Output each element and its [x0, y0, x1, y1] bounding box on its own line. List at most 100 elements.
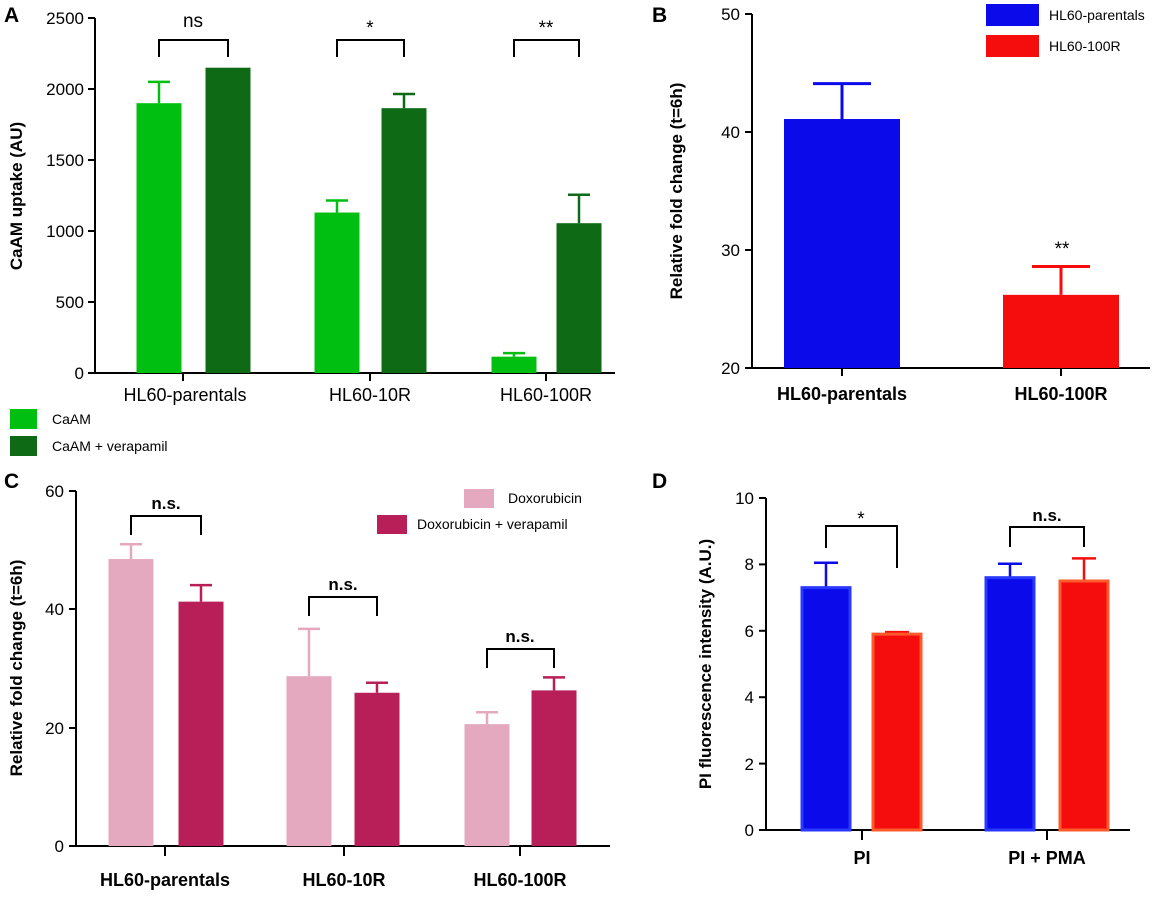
panel-b-label: B [652, 4, 667, 27]
panel-d-category-label: PI + PMA [1008, 848, 1086, 868]
panel-a-ylabel: CaAM uptake (AU) [7, 122, 26, 270]
panel-a-bar [556, 223, 602, 373]
panel-d-bar [800, 586, 852, 832]
panel-c-label: C [4, 470, 19, 493]
panel-c-bars [108, 543, 577, 846]
panel-c-yticks: 0 20 40 60 [45, 482, 76, 856]
panel-c-sig-bracket [308, 596, 378, 616]
panel-a-ytick-label: 500 [56, 293, 84, 312]
panel-a-bar [491, 356, 537, 373]
panel-b: B 20 30 40 50 Relative fold change (t=6h… [652, 4, 1150, 404]
panel-c-bar [178, 601, 224, 846]
panel-b-legend-label: HL60-parentals [1049, 7, 1145, 23]
panel-a-legend-label: CaAM + verapamil [52, 438, 168, 454]
panel-d-bar [871, 632, 923, 832]
panel-b-ytick-label: 50 [721, 5, 740, 24]
panel-d: D 0 2 4 6 8 10 PI fluorescence intensity… [652, 470, 1130, 868]
panel-d-yticks: 0 2 4 6 8 10 [735, 489, 766, 840]
panel-d-bars [800, 557, 1110, 832]
panel-a-sig-bracket [336, 39, 405, 57]
panel-c-ytick-label: 60 [45, 482, 64, 501]
panel-d-category-label: PI [853, 848, 870, 868]
panel-a: A 0 500 1000 1500 2000 2500 CaAM uptake … [4, 4, 615, 456]
panel-d-sig-label: n.s. [1032, 506, 1061, 525]
panel-b-legend: HL60-parentals HL60-100R [986, 4, 1145, 57]
panel-c-sig-bracket [130, 515, 202, 535]
panel-c-bar [286, 676, 332, 846]
panel-d-significance: * n.s. [825, 506, 1085, 568]
panel-b-bar [1003, 294, 1119, 368]
panel-b-ytick-label: 40 [721, 123, 740, 142]
panel-c-bar [354, 692, 400, 846]
panel-c-legend-label: Doxorubicin [508, 490, 582, 506]
panel-a-ytick-label: 1500 [46, 151, 84, 170]
panel-c-significance: n.s. n.s. n.s. [130, 494, 555, 668]
panel-a-bars [136, 67, 602, 374]
panel-b-sig-label: ** [1055, 239, 1070, 260]
panel-d-ylabel: PI fluorescence intensity (A.U.) [696, 539, 715, 789]
panel-a-label: A [4, 4, 19, 27]
panel-d-sig-bracket [1009, 526, 1085, 547]
panel-a-ytick-label: 2500 [46, 9, 84, 28]
panel-a-yticks: 0 500 1000 1500 2000 2500 [46, 9, 95, 383]
panel-d-ytick-label: 10 [735, 489, 754, 508]
panel-b-bars [784, 82, 1119, 369]
panel-d-xticks: PI PI + PMA [853, 830, 1086, 868]
panel-d-ytick-label: 6 [745, 622, 754, 641]
panel-c-xticks: HL60-parentals HL60-10R HL60-100R [100, 846, 567, 890]
panel-a-category-label: HL60-parentals [123, 385, 246, 405]
panel-c-legend-label: Doxorubicin + verapamil [417, 516, 568, 532]
panel-a-significance: ns * ** [158, 11, 580, 57]
panel-c-sig-label: n.s. [151, 494, 180, 513]
panel-d-sig-label: * [857, 509, 865, 530]
panel-d-bar [1058, 579, 1110, 832]
panel-c-category-label: HL60-100R [473, 870, 566, 890]
panel-a-sig-label: * [366, 18, 374, 39]
panel-c-bar [531, 690, 577, 846]
panel-a-sig-bracket [158, 39, 229, 57]
panel-c-legend-swatch-doxorubicin [464, 489, 494, 508]
panel-a-bar [381, 108, 427, 374]
panel-c-ytick-label: 0 [55, 837, 64, 856]
panel-b-bar [784, 119, 900, 369]
panel-c-category-label: HL60-parentals [100, 870, 230, 890]
panel-c-category-label: HL60-10R [302, 870, 385, 890]
panel-d-label: D [652, 470, 667, 493]
panel-a-bar [136, 103, 182, 373]
panel-a-xticks: HL60-parentals HL60-10R HL60-100R [123, 373, 592, 405]
panel-d-ytick-label: 8 [745, 555, 754, 574]
panel-b-category-label: HL60-100R [1014, 384, 1107, 404]
panel-d-ytick-label: 2 [745, 755, 754, 774]
panel-d-bar [984, 576, 1036, 832]
panel-c-ylabel: Relative fold change (t=6h) [7, 560, 26, 777]
panel-c-sig-bracket [486, 648, 555, 668]
panel-a-ytick-label: 1000 [46, 222, 84, 241]
panel-d-sig-bracket [825, 525, 898, 568]
panel-c-ytick-label: 20 [45, 719, 64, 738]
panel-a-ytick-label: 0 [75, 364, 84, 383]
panel-b-legend-label: HL60-100R [1049, 38, 1121, 54]
panel-b-category-label: HL60-parentals [777, 384, 907, 404]
panel-a-bar [205, 67, 251, 373]
panel-c-sig-label: n.s. [505, 627, 534, 646]
panel-b-legend-swatch-parentals [986, 4, 1039, 26]
panel-a-sig-label: ** [539, 18, 554, 39]
panel-d-ytick-label: 4 [745, 688, 754, 707]
panel-b-legend-swatch-100r [986, 35, 1039, 57]
panel-a-legend: CaAM CaAM + verapamil [10, 409, 168, 456]
panel-c-sig-label: n.s. [328, 575, 357, 594]
panel-c-legend: Doxorubicin Doxorubicin + verapamil [377, 489, 582, 534]
panel-b-ytick-label: 30 [721, 241, 740, 260]
panel-a-category-label: HL60-100R [500, 385, 592, 405]
panel-a-legend-swatch-caam-verapamil [10, 436, 37, 456]
panel-a-legend-swatch-caam [10, 409, 37, 429]
panel-a-sig-label: ns [183, 11, 203, 32]
panel-b-yticks: 20 30 40 50 [721, 5, 752, 378]
panel-c-legend-swatch-doxorubicin-verapamil [377, 515, 407, 534]
panel-a-category-label: HL60-10R [329, 385, 411, 405]
panel-b-ylabel: Relative fold change (t=6h) [667, 83, 686, 300]
panel-c-bar [108, 559, 154, 846]
panel-c-bar [464, 724, 510, 846]
